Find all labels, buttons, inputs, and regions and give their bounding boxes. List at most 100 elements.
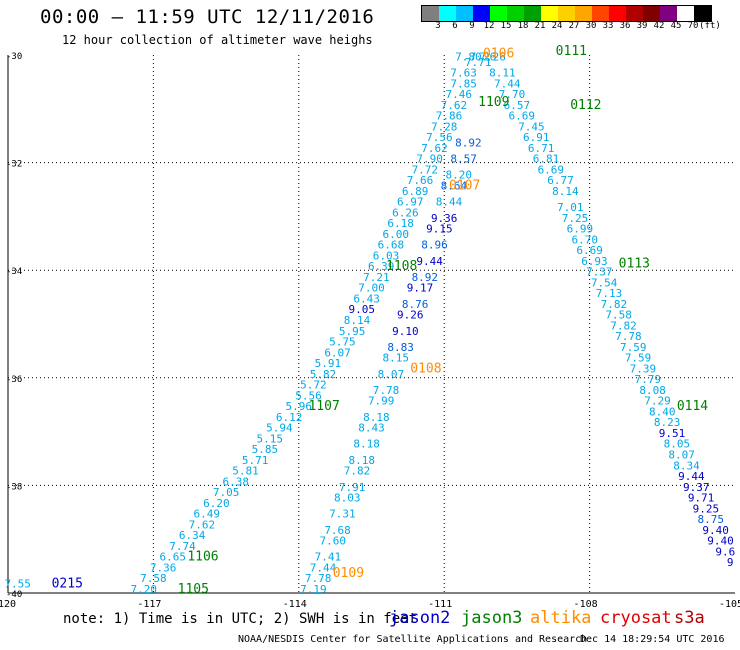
swh-value: 5.72 xyxy=(300,379,327,392)
swh-value: 7.62 xyxy=(189,518,216,531)
track-label: 0111 xyxy=(556,44,587,59)
swh-value: 7.00 xyxy=(358,282,385,295)
page-title: 00:00 – 11:59 UTC 12/11/2016 xyxy=(40,6,375,28)
swh-value: 6.20 xyxy=(203,497,230,510)
swh-value: 7.44 xyxy=(310,561,337,574)
swh-value: 6.77 xyxy=(547,174,574,187)
swh-value: 9.44 xyxy=(678,470,705,483)
swh-value: 7.74 xyxy=(169,540,196,553)
colorbar-swatch xyxy=(575,6,592,21)
swh-value: 7.85 xyxy=(450,77,477,90)
swh-value: 7.60 xyxy=(319,535,346,548)
swh-value: 7.82 xyxy=(601,298,628,311)
swh-value: 8.83 xyxy=(387,341,414,354)
swh-value: 9.05 xyxy=(349,303,376,316)
swh-value: 8.08 xyxy=(639,384,666,397)
swh-value: 6.57 xyxy=(504,99,531,112)
x-tick-label: -108 xyxy=(574,599,598,610)
swh-value: 9.17 xyxy=(407,282,434,295)
swh-value: 6.34 xyxy=(179,529,206,542)
swh-value: 7.36 xyxy=(150,561,177,574)
track-label: 1106 xyxy=(187,550,218,565)
colorbar-swatch xyxy=(507,6,524,21)
swh-value: 7.78 xyxy=(615,330,642,343)
colorbar-swatch xyxy=(439,6,456,21)
colorbar-swatch xyxy=(473,6,490,21)
swh-value: 5.15 xyxy=(256,432,283,445)
swh-value: 7.25 xyxy=(562,212,589,225)
swh-value: 9.6 xyxy=(715,545,735,558)
swh-value: 5.71 xyxy=(242,454,269,467)
track-label: 1105 xyxy=(178,582,209,597)
colorbar-label: (ft) xyxy=(699,21,721,31)
track-label: 0106 xyxy=(483,47,514,62)
swh-value: 7.90 xyxy=(416,153,443,166)
swh-value: 6.68 xyxy=(378,239,405,252)
swh-value: 7.37 xyxy=(586,266,613,279)
swh-value: 7.62 xyxy=(421,142,448,155)
swh-value: 7.80 xyxy=(455,50,482,63)
swh-value: 6.07 xyxy=(324,346,351,359)
swh-value: 8.34 xyxy=(673,459,700,472)
colorbar-label: 18 xyxy=(517,21,529,31)
legend-jason3: jason3 xyxy=(461,608,523,628)
swh-value: 7.13 xyxy=(596,287,623,300)
colorbar-label: 12 xyxy=(483,21,495,31)
swh-value: 7.58 xyxy=(605,309,632,322)
swh-value: 6.39 xyxy=(368,260,395,273)
colorbar-swatch xyxy=(694,6,711,21)
x-tick-label: -120 xyxy=(0,599,16,610)
track-label: 0114 xyxy=(677,399,708,414)
swh-value: 7.82 xyxy=(344,465,371,478)
swh-value: 8.57 xyxy=(450,153,477,166)
swh-value: 8.05 xyxy=(664,438,691,451)
colorbar-swatch xyxy=(422,6,439,21)
swh-value: 7.91 xyxy=(339,481,366,494)
y-tick-label: -32 xyxy=(6,160,22,170)
swh-value: 8.75 xyxy=(698,513,725,526)
colorbar-swatch xyxy=(677,6,694,21)
colorbar-label: 15 xyxy=(500,21,512,31)
x-tick-label: -111 xyxy=(428,599,452,610)
swh-value: 9.40 xyxy=(707,535,734,548)
y-tick-label: -34 xyxy=(6,267,22,277)
swh-value: 8.18 xyxy=(353,438,380,451)
track-label: 0109 xyxy=(333,566,364,581)
swh-value: 7.01 xyxy=(557,201,584,214)
swh-value: 6.12 xyxy=(276,411,303,424)
swh-value: 6.71 xyxy=(528,142,555,155)
colorbar-label: 3 xyxy=(435,21,441,31)
colorbar-label: 30 xyxy=(585,21,597,31)
swh-value: 8.96 xyxy=(421,239,448,252)
y-tick-label: -38 xyxy=(6,482,22,492)
swh-value: 6.03 xyxy=(373,249,400,262)
swh-value: 5.75 xyxy=(329,336,356,349)
x-tick-label: -114 xyxy=(283,599,307,610)
swh-value: 7.56 xyxy=(426,131,453,144)
swh-value: 7.58 xyxy=(140,572,167,585)
swh-value: 8.92 xyxy=(455,136,482,149)
y-tick-label: -40 xyxy=(6,590,22,600)
swh-value: 6.93 xyxy=(581,255,608,268)
colorbar-label: 21 xyxy=(534,21,546,31)
swh-value: 9.25 xyxy=(693,502,720,515)
swh-value: 8.20 xyxy=(445,169,472,182)
page-subtitle: 12 hour collection of altimeter wave hei… xyxy=(62,33,373,47)
swh-value: 6.00 xyxy=(382,228,409,241)
swh-value: 7.78 xyxy=(305,572,332,585)
swh-value: 8.23 xyxy=(654,416,681,429)
swh-value: 6.89 xyxy=(402,185,429,198)
swh-value: 8.14 xyxy=(552,185,579,198)
swh-value: 7.70 xyxy=(499,88,526,101)
swh-value: 7.86 xyxy=(436,110,463,123)
swh-value: 9.40 xyxy=(702,524,729,537)
colorbar-swatch xyxy=(609,6,626,21)
swh-value: 7.78 xyxy=(373,384,400,397)
swh-value: 7.71 xyxy=(465,56,492,69)
colorbar-swatch xyxy=(626,6,643,21)
legend-jason2: jason2 xyxy=(389,608,451,628)
timestamp: Dec 14 18:29:54 UTC 2016 xyxy=(580,634,725,645)
track-label: 0215 xyxy=(52,577,83,592)
colorbar-swatch xyxy=(490,6,507,21)
swh-value: 7.59 xyxy=(620,341,647,354)
